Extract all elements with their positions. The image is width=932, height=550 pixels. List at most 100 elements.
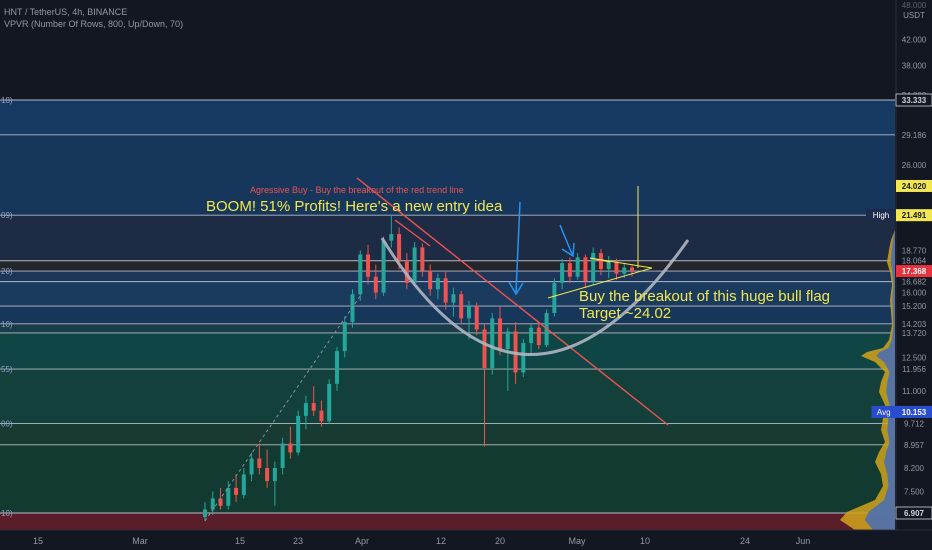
candle-body (490, 318, 495, 369)
price-tick-label: 8.200 (904, 464, 925, 473)
fib-zone (0, 306, 895, 324)
fib-zone (0, 271, 895, 282)
volume-profile-up (864, 230, 895, 530)
price-tag-text: High (873, 211, 889, 220)
annotation-bull-flag: Buy the breakout of this huge bull flag (579, 288, 830, 305)
time-tick-label: 12 (436, 536, 446, 546)
annotation-boom-profits: BOOM! 51% Profits! Here's a new entry id… (206, 198, 503, 215)
candle-body (435, 278, 440, 290)
candle-body (272, 467, 277, 482)
candle-body (451, 294, 456, 303)
price-label-bg (896, 179, 932, 192)
symbol-title[interactable]: HNT / TetherUS, 4h, BINANCE (4, 7, 128, 17)
fib-level-label: 00) (1, 420, 13, 429)
price-tick-label: 7.500 (904, 487, 925, 496)
price-label-value: 24.020 (902, 182, 927, 191)
fib-zone (0, 323, 895, 333)
candle-body (598, 253, 603, 270)
time-axis (0, 530, 932, 550)
candle-body (234, 487, 239, 495)
fib-level-label: 20) (1, 267, 13, 276)
time-tick-label: 23 (293, 536, 303, 546)
annotation-aggressive-buy: Agressive Buy - Buy the breakout of the … (250, 185, 464, 195)
price-label-value: 33.333 (902, 96, 927, 105)
fib-level-label: 18) (1, 96, 13, 105)
fib-zone (0, 332, 895, 370)
candle-body (366, 254, 371, 277)
fib-level-label: 55) (1, 365, 13, 374)
candle-body (319, 410, 324, 422)
candle-body (249, 458, 254, 475)
candle-body (389, 234, 394, 241)
price-label-badge: 21.491 (896, 209, 932, 222)
top-price-label: 48.000 (901, 1, 927, 10)
candle-body (226, 487, 231, 506)
volume-profile-down (840, 230, 895, 530)
price-label-bg (895, 93, 932, 107)
price-tick-label: 18.770 (902, 247, 927, 256)
candle-body (218, 498, 223, 506)
price-label-badge: 6.907 (895, 506, 932, 520)
price-tick-label: 11.000 (902, 387, 926, 396)
fib-zone (0, 100, 895, 135)
candle-body (591, 253, 596, 282)
red-trendline (356, 177, 669, 426)
price-label-badge: 10.153 (896, 405, 932, 418)
candle-body (280, 443, 285, 468)
price-label-badge: 17.368 (896, 265, 932, 278)
candle-body (521, 343, 526, 373)
fib-zone (0, 513, 895, 530)
time-tick-label: 15 (33, 536, 43, 546)
time-tick-label: 20 (495, 536, 505, 546)
price-label-bg (896, 209, 932, 222)
price-label-bg (896, 265, 932, 278)
candle-body (567, 263, 572, 277)
price-tick-label: 29.186 (902, 131, 927, 140)
price-tick-label: 16.682 (902, 278, 927, 287)
candle-body (614, 261, 619, 274)
red-trendline-segment (394, 219, 431, 247)
time-tick-label: May (568, 536, 586, 546)
candle-body (583, 257, 588, 282)
currency-label[interactable]: 48.000 USDT (900, 1, 928, 21)
candle-body (241, 474, 246, 495)
fib-level-label: 10) (1, 509, 13, 518)
top-empty-zone (0, 0, 895, 100)
price-tick-label: 13.720 (902, 329, 927, 338)
time-tick-label: 10 (640, 536, 650, 546)
time-tick-label: 15 (235, 536, 245, 546)
chart-header: HNT / TetherUS, 4h, BINANCE VPVR (Number… (4, 6, 183, 30)
price-tag: High (866, 209, 896, 222)
cup-arc (380, 237, 690, 356)
blue-arrow-head (561, 242, 575, 258)
price-label-badge: 24.020 (896, 179, 932, 192)
annotation-target: Target ~24.02 (579, 305, 671, 322)
flag-top-segment (589, 257, 611, 263)
price-tick-label: 18.064 (902, 257, 927, 266)
time-tick-label: Apr (355, 536, 369, 546)
candle-body (327, 383, 332, 422)
indicator-legend[interactable]: VPVR (Number Of Rows, 800, Up/Down, 70) (4, 19, 184, 29)
fib-zone (0, 134, 895, 216)
candle-body (358, 254, 363, 295)
candle-body (498, 318, 503, 350)
blue-arrow (515, 201, 521, 293)
price-tick-label: 14.203 (902, 320, 927, 329)
price-tag-bg (871, 405, 896, 418)
price-label-value: 17.368 (902, 267, 927, 276)
fib-zone (0, 260, 895, 272)
candle-body (342, 322, 347, 352)
candle-body (296, 415, 301, 453)
candle-body (412, 247, 417, 283)
blue-arrow (559, 224, 573, 255)
price-tag: Avg (871, 405, 896, 418)
candle-body (622, 267, 627, 274)
candle-body (482, 329, 487, 369)
candle-body (373, 276, 378, 293)
candle-body (606, 261, 611, 270)
fib-zone (0, 215, 895, 261)
candle-body (203, 509, 207, 518)
candle-body (350, 294, 355, 323)
